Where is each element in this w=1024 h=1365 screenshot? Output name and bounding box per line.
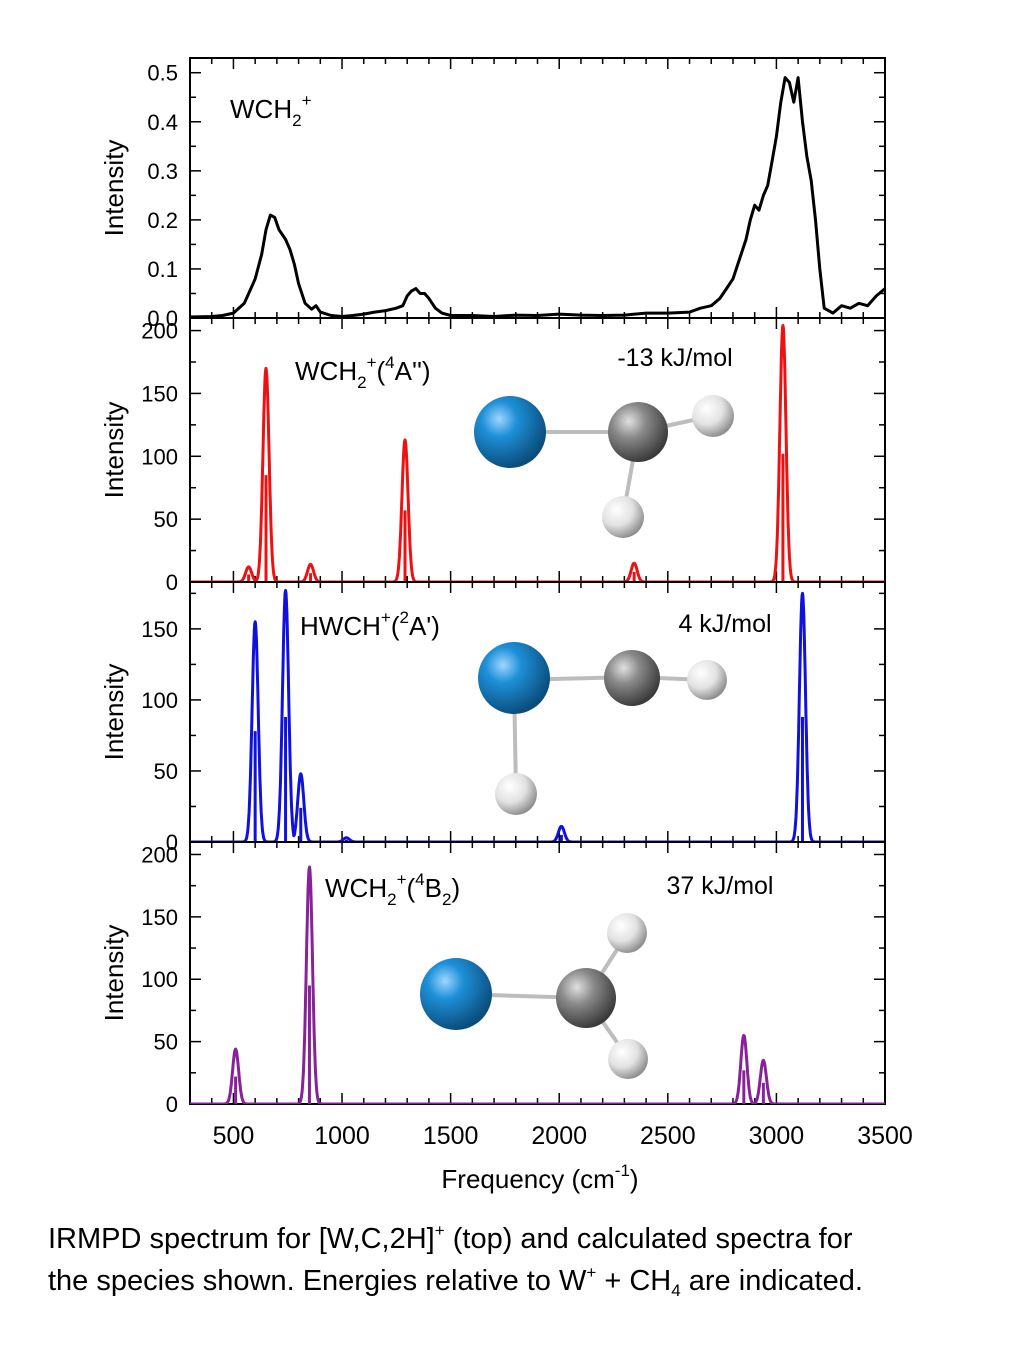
figure-caption: IRMPD spectrum for [W,C,2H]+ (top) and c… [48,1218,988,1302]
species-label: HWCH+(2A') [300,608,440,641]
y-tick-label: 0 [166,830,178,855]
hydrogen-atom [607,913,647,953]
tungsten-atom [478,642,550,714]
x-tick-label: 500 [213,1122,255,1150]
x-tick-label: 2500 [640,1122,696,1150]
energy-label: -13 kJ/mol [617,344,732,372]
y-axis-label: Intensity [99,925,129,1022]
y-axis-label: Intensity [99,664,129,761]
y-tick-label: 50 [154,759,178,784]
y-tick-label: 0.2 [147,208,178,233]
series-line-calculated [190,324,885,582]
y-axis-label: Intensity [99,140,129,237]
carbon-atom [556,968,616,1028]
x-tick-label: 2000 [531,1122,587,1150]
series-line-calculated [190,865,885,1104]
spectra-figure: 0.0 0.1 0.2 0.3 0.4 0.5 Intensity WCH2+ 0 50 100 1… [99,57,913,1194]
y-tick-label: 100 [141,967,178,992]
x-axis: 500 1000 1500 2000 2500 3000 3500 [213,1122,913,1150]
y-tick-label: 150 [141,381,178,406]
series-line-calculated [190,589,885,842]
x-tick-label: 3500 [857,1122,913,1150]
species-label: WCH2+(4B2) [325,870,460,909]
y-tick-label: 150 [141,617,178,642]
x-tick-label: 1000 [314,1122,370,1150]
panel-wch2-4a2: 0 50 100 150 200 Intensity WCH2+(4A'') -13 kJ/m… [99,317,886,595]
y-tick-label: 0.3 [147,159,178,184]
hydrogen-atom [692,395,734,437]
y-tick-label: 150 [141,905,178,930]
molecule-hwch-2ap [478,642,727,815]
y-tick-label: 200 [141,319,178,344]
hydrogen-atom [495,773,537,815]
series-line-experimental [190,76,885,318]
y-tick-label: 0.1 [147,257,178,282]
caption-line-2: the species shown. Energies relative to … [48,1263,863,1300]
x-tick-label: 1500 [423,1122,479,1150]
energy-label: 37 kJ/mol [667,872,774,900]
molecule-wch2-4b2 [420,913,648,1079]
caption-line-1: IRMPD spectrum for [W,C,2H]+ (top) and c… [48,1221,853,1255]
carbon-atom [604,650,660,706]
panel-wch2-4b2: 0 50 100 150 200 Intensity WCH2+(4B2) 37 kJ/mol [99,841,886,1117]
y-tick-label: 50 [154,1030,178,1055]
species-label: WCH2+ [230,91,312,130]
species-label: WCH2+(4A'') [295,353,431,392]
x-axis-label: Frequency (cm-1) [441,1161,638,1194]
y-tick-label: 0.4 [147,110,178,135]
y-tick-label: 100 [141,688,178,713]
hydrogen-atom [602,496,644,538]
carbon-atom [608,402,668,462]
plot-frame [189,841,886,1105]
y-tick-label: 0.0 [147,306,178,331]
panel-hwch-2ap: 0 50 100 150 Intensity HWCH+(2A') 4 kJ/mol [99,581,886,855]
plot-frame [189,581,886,843]
y-tick-label: 0 [166,1092,178,1117]
molecule-wch2-4a2 [474,395,734,538]
y-tick-label: 200 [141,842,178,867]
hydrogen-atom [608,1039,648,1079]
hydrogen-atom [687,660,727,700]
tungsten-atom [474,396,546,468]
x-tick-label: 3000 [749,1122,805,1150]
panel-experimental: 0.0 0.1 0.2 0.3 0.4 0.5 Intensity WCH2+ [99,57,886,331]
y-axis-label: Intensity [99,402,129,499]
tungsten-atom [420,958,492,1030]
y-tick-label: 0.5 [147,61,178,86]
y-tick-label: 0 [166,570,178,595]
energy-label: 4 kJ/mol [678,610,771,638]
y-tick-label: 50 [154,507,178,532]
y-tick-label: 100 [141,444,178,469]
